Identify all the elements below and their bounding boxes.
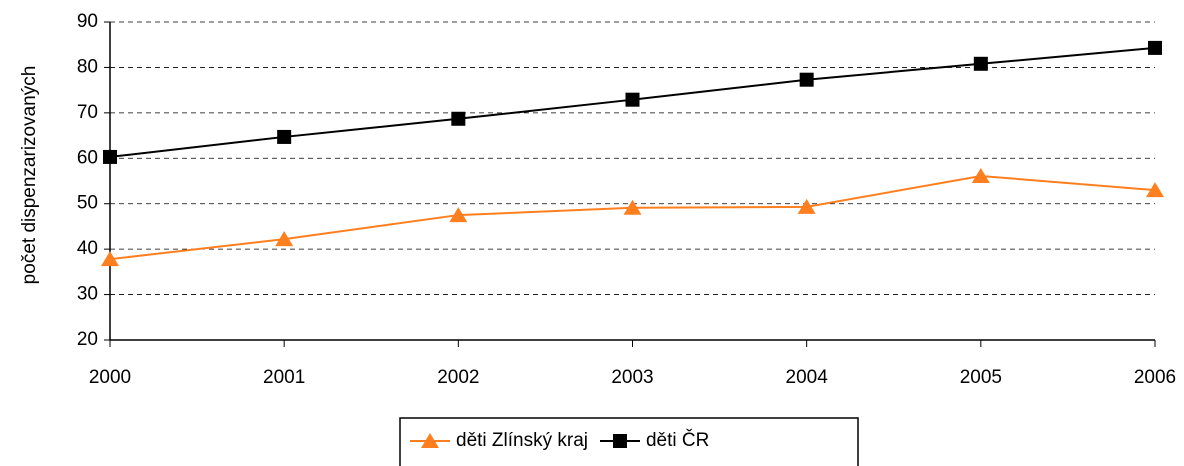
y-tick-label: 30 (77, 284, 98, 305)
y-tick-label: 90 (77, 11, 98, 32)
marker (101, 251, 119, 267)
legend: děti Zlínský kraj děti ČR (399, 417, 859, 466)
x-tick-label: 2004 (786, 367, 829, 388)
marker (799, 72, 814, 87)
marker (623, 199, 642, 215)
legend-label: děti ČR (646, 429, 709, 451)
marker (1148, 40, 1162, 55)
marker (451, 111, 466, 126)
marker (971, 168, 990, 184)
marker (277, 129, 292, 144)
marker (973, 56, 988, 71)
y-tick-label: 40 (77, 238, 98, 259)
y-axis-label: počet dispenzarizovaných (19, 66, 40, 285)
marker (421, 433, 439, 448)
marker (275, 231, 294, 247)
y-tick-label: 20 (77, 329, 98, 350)
y-tick-label: 80 (77, 56, 98, 77)
x-tick-label: 2002 (437, 367, 479, 388)
x-tick-label: 2006 (1134, 367, 1176, 388)
marker (103, 149, 117, 164)
marker (612, 434, 627, 448)
marker (1146, 182, 1164, 198)
series-line (109, 174, 1156, 261)
y-tick-label: 60 (77, 147, 98, 168)
x-tick-label: 2000 (89, 367, 131, 388)
x-tick-label: 2001 (263, 367, 305, 388)
marker (625, 92, 640, 107)
x-tick-label: 2005 (960, 367, 1002, 388)
legend-label: děti Zlínský kraj (456, 430, 588, 451)
marker (797, 198, 816, 214)
marker (449, 207, 468, 223)
y-tick-label: 70 (77, 102, 98, 123)
y-tick-label: 50 (77, 193, 98, 214)
x-tick-label: 2003 (611, 367, 653, 388)
